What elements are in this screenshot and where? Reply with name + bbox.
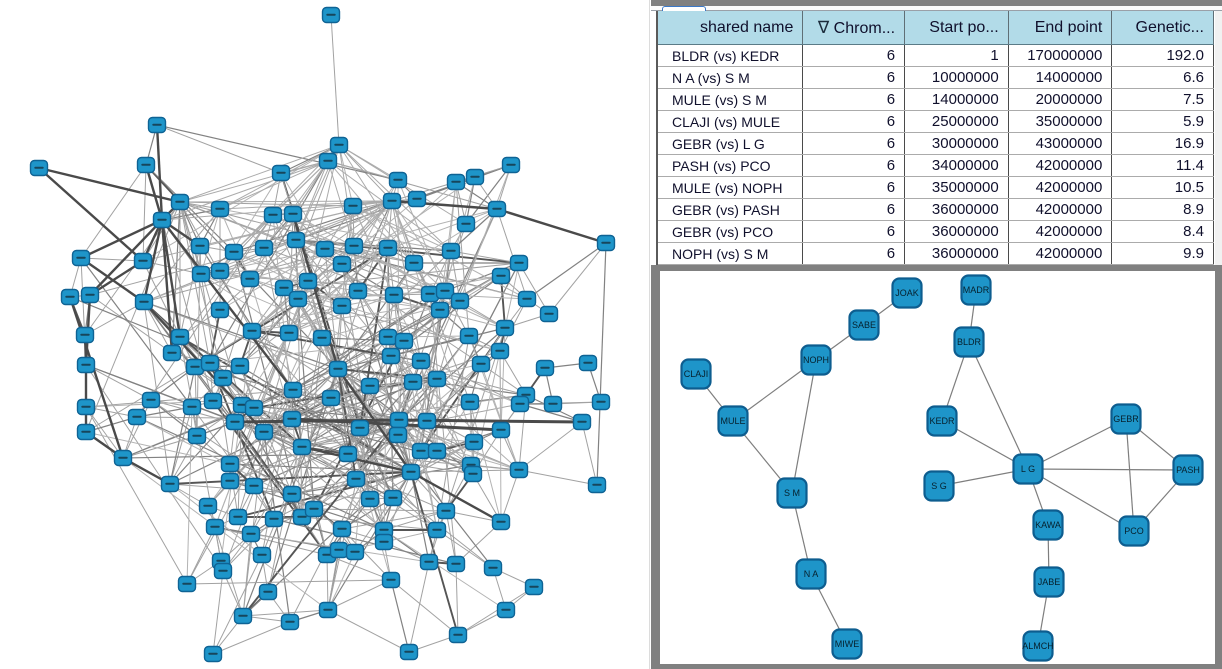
svg-text:JABE: JABE [1038, 577, 1061, 587]
svg-text:NOPH: NOPH [803, 355, 829, 365]
svg-text:BLDR: BLDR [957, 337, 982, 347]
svg-text:KAWA: KAWA [1035, 520, 1061, 530]
svg-text:CLAJI: CLAJI [684, 369, 709, 379]
svg-text:PCO: PCO [1124, 526, 1144, 536]
svg-text:N A: N A [804, 569, 819, 579]
svg-text:L G: L G [1021, 464, 1035, 474]
svg-text:S G: S G [931, 481, 947, 491]
svg-text:MIWE: MIWE [835, 639, 860, 649]
svg-text:PASH: PASH [1176, 465, 1200, 475]
svg-text:ALMCH: ALMCH [1022, 641, 1054, 651]
svg-text:MULE: MULE [720, 416, 745, 426]
svg-text:JOAK: JOAK [895, 288, 919, 298]
svg-text:GEBR: GEBR [1113, 414, 1139, 424]
svg-text:KEDR: KEDR [929, 416, 955, 426]
svg-text:SABE: SABE [852, 320, 876, 330]
svg-text:S M: S M [784, 488, 800, 498]
svg-text:MADR: MADR [963, 285, 990, 295]
